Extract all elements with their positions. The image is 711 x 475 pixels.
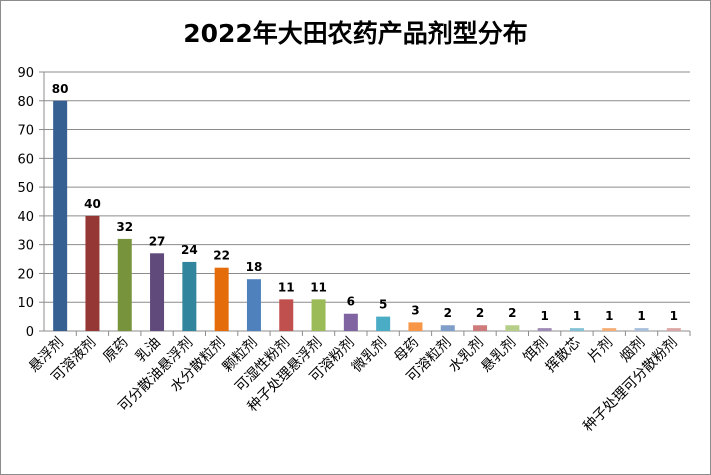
bar bbox=[117, 238, 132, 331]
data-label: 32 bbox=[116, 220, 133, 234]
bar bbox=[214, 267, 229, 331]
data-label: 6 bbox=[347, 295, 355, 309]
chart-title: 2022年大田农药产品剂型分布 bbox=[183, 19, 528, 48]
data-label: 27 bbox=[149, 234, 166, 248]
bar bbox=[150, 253, 165, 331]
x-tick-label: 挥散芯 bbox=[543, 335, 584, 376]
data-label: 1 bbox=[540, 309, 548, 323]
y-tick-label: 30 bbox=[17, 239, 34, 254]
bar bbox=[53, 100, 68, 332]
bar bbox=[376, 316, 391, 331]
y-tick-label: 70 bbox=[17, 124, 34, 139]
bar bbox=[182, 261, 197, 331]
bar bbox=[537, 328, 552, 331]
data-label: 1 bbox=[670, 309, 678, 323]
bar bbox=[408, 322, 423, 331]
data-label: 5 bbox=[379, 298, 387, 312]
bar bbox=[666, 328, 681, 331]
data-label: 24 bbox=[181, 243, 198, 257]
x-tick-label: 微乳剂 bbox=[349, 335, 390, 376]
data-label: 2 bbox=[476, 306, 484, 320]
data-label: 1 bbox=[605, 309, 613, 323]
bar bbox=[246, 279, 261, 331]
data-label: 11 bbox=[278, 280, 295, 294]
bar bbox=[440, 325, 455, 331]
y-tick-label: 40 bbox=[17, 210, 34, 225]
bar bbox=[311, 299, 326, 331]
y-tick-label: 20 bbox=[17, 267, 34, 282]
bar bbox=[602, 328, 617, 331]
y-tick-label: 50 bbox=[17, 181, 34, 196]
data-label: 1 bbox=[573, 309, 581, 323]
x-tick-label: 片剂 bbox=[585, 335, 616, 366]
bar bbox=[85, 215, 100, 331]
data-label: 2 bbox=[444, 306, 452, 320]
data-label: 2 bbox=[508, 306, 516, 320]
data-label: 3 bbox=[411, 303, 419, 317]
bar bbox=[343, 313, 358, 331]
y-tick-label: 10 bbox=[17, 296, 34, 311]
data-label: 11 bbox=[310, 280, 327, 294]
data-label: 18 bbox=[246, 260, 263, 274]
bar bbox=[569, 328, 584, 331]
y-tick-label: 90 bbox=[17, 66, 34, 81]
bar bbox=[279, 299, 294, 331]
data-label: 22 bbox=[213, 249, 230, 263]
data-label: 40 bbox=[84, 197, 101, 211]
data-label: 80 bbox=[52, 82, 69, 96]
bar bbox=[473, 325, 488, 331]
data-label: 1 bbox=[637, 309, 645, 323]
x-tick-label: 原药 bbox=[100, 335, 131, 366]
x-tick-label: 水乳剂 bbox=[446, 335, 487, 376]
y-tick-label: 60 bbox=[17, 152, 34, 167]
bar bbox=[634, 328, 649, 331]
y-tick-label: 80 bbox=[17, 95, 34, 110]
y-tick-label: 0 bbox=[26, 325, 34, 340]
x-tick-label: 悬乳剂 bbox=[478, 335, 519, 376]
bar bbox=[505, 325, 520, 331]
